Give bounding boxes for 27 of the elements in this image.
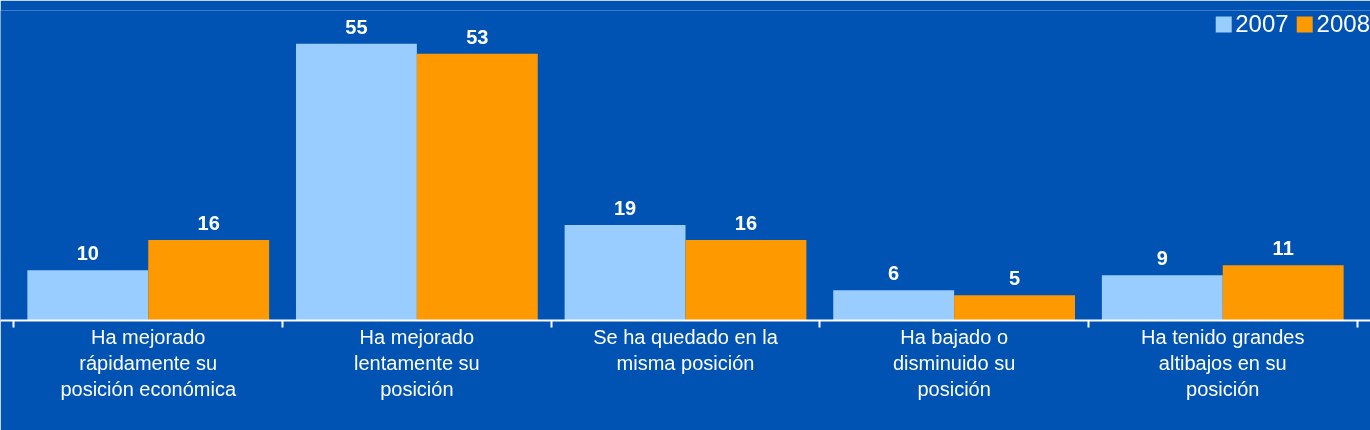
data-label: 9 xyxy=(1156,247,1168,270)
data-label: 16 xyxy=(734,211,758,234)
bar xyxy=(685,239,807,321)
x-tick-label: Ha tenido grandes altibajos en su posición xyxy=(1141,325,1305,401)
bar xyxy=(1222,265,1344,321)
data-label: 11 xyxy=(1272,237,1294,260)
x-tick-label: Se ha quedado en la misma posición xyxy=(593,325,779,374)
x-tick-label: Ha bajado o disminuido su posición xyxy=(892,325,1016,401)
x-tick-label: Ha mejorado rápidamente su posición económica xyxy=(60,325,237,401)
bar xyxy=(833,290,955,321)
data-label: 6 xyxy=(888,262,900,285)
bar xyxy=(148,239,270,321)
bar xyxy=(564,224,686,321)
legend-label: 2007 xyxy=(1235,10,1289,38)
legend-label: 2008 xyxy=(1316,10,1370,38)
data-label: 10 xyxy=(76,242,99,265)
bar xyxy=(27,270,149,321)
data-label: 5 xyxy=(1009,267,1021,290)
bar xyxy=(1101,275,1223,321)
data-label: 55 xyxy=(345,15,368,38)
bar xyxy=(954,295,1076,321)
data-label: 53 xyxy=(466,25,489,48)
data-label: 19 xyxy=(613,196,637,219)
bar xyxy=(295,43,417,321)
x-tick-label: Ha mejorado lentamente su posición xyxy=(354,325,480,401)
data-label: 16 xyxy=(197,211,220,234)
bar xyxy=(416,53,538,321)
